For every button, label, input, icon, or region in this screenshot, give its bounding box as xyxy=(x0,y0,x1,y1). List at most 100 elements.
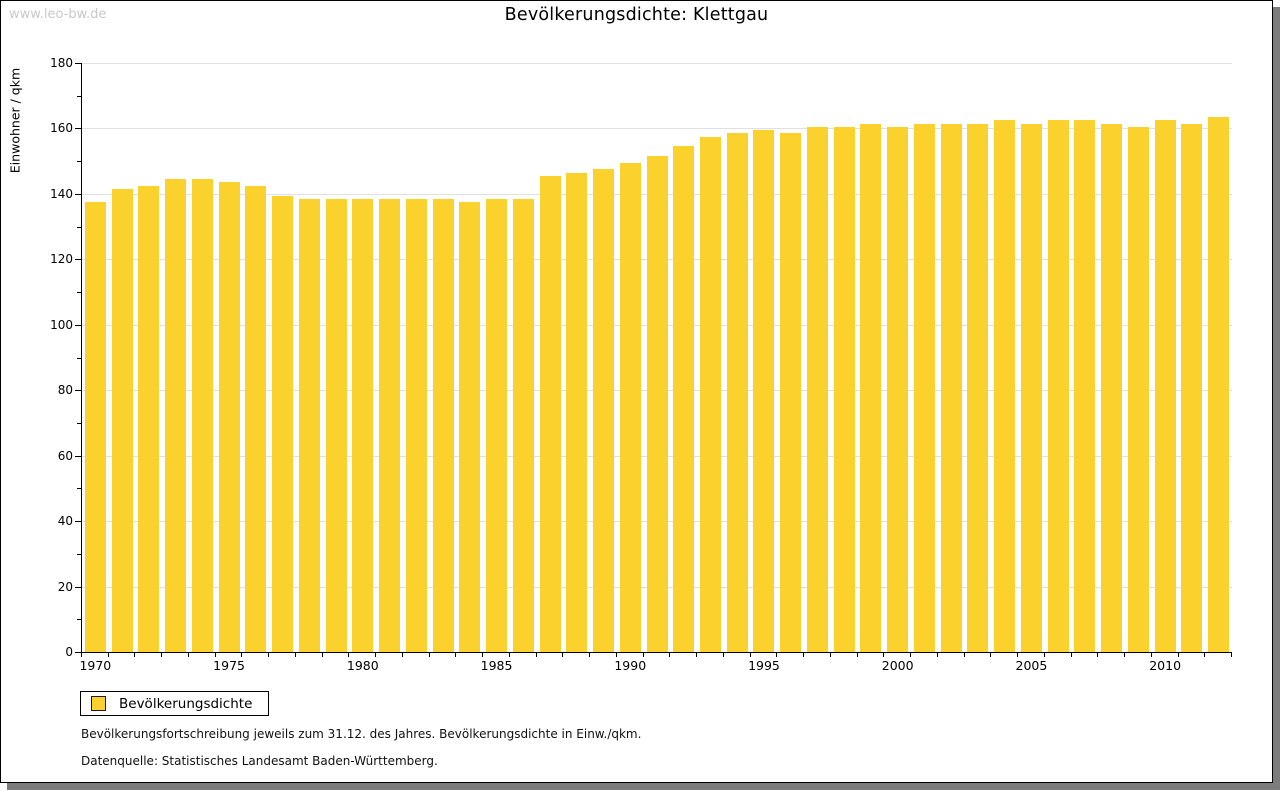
bar-2005 xyxy=(1020,123,1042,652)
y-tick-label-80: 80 xyxy=(57,383,73,398)
bar-1972 xyxy=(138,185,160,652)
x-tick-2 xyxy=(134,653,136,657)
x-axis-line xyxy=(81,652,1232,653)
bar-1977 xyxy=(272,195,294,652)
y-axis-title: Einwohner / qkm xyxy=(7,67,23,174)
x-tick-12 xyxy=(401,653,403,657)
y-minor-tick-110 xyxy=(77,292,81,294)
x-tick-9 xyxy=(321,653,323,657)
x-tick-24 xyxy=(722,653,724,657)
x-tick-31 xyxy=(910,653,912,657)
y-minor-tick-50 xyxy=(77,488,81,490)
y-tick-label-20: 20 xyxy=(57,579,73,594)
x-tick-40 xyxy=(1150,653,1152,657)
y-tick-100 xyxy=(75,324,81,326)
bar-1976 xyxy=(245,185,267,652)
x-tick-7 xyxy=(268,653,270,657)
x-tick-1 xyxy=(107,653,109,657)
bar-1988 xyxy=(566,172,588,652)
x-tick-label-1985: 1985 xyxy=(480,658,513,673)
legend-swatch-icon xyxy=(91,696,106,711)
x-tick-35 xyxy=(1017,653,1019,657)
bar-1998 xyxy=(833,126,855,652)
bar-1975 xyxy=(218,182,240,652)
y-tick-label-40: 40 xyxy=(57,514,73,529)
x-tick-23 xyxy=(696,653,698,657)
x-tick-5 xyxy=(214,653,216,657)
x-tick-22 xyxy=(669,653,671,657)
x-tick-21 xyxy=(642,653,644,657)
x-tick-38 xyxy=(1097,653,1099,657)
bar-1992 xyxy=(673,146,695,652)
bar-2010 xyxy=(1154,120,1176,652)
bar-1982 xyxy=(405,198,427,652)
bar-1979 xyxy=(325,198,347,652)
x-tick-37 xyxy=(1070,653,1072,657)
bar-1984 xyxy=(459,202,481,652)
x-tick-8 xyxy=(294,653,296,657)
bar-1974 xyxy=(191,179,213,652)
x-tick-20 xyxy=(615,653,617,657)
x-tick-41 xyxy=(1177,653,1179,657)
y-minor-tick-30 xyxy=(77,553,81,555)
bar-2004 xyxy=(994,120,1016,652)
x-tick-0 xyxy=(81,653,82,657)
x-tick-43 xyxy=(1231,653,1232,657)
y-minor-tick-70 xyxy=(77,422,81,424)
footnote-data-source: Datenquelle: Statistisches Landesamt Bad… xyxy=(81,754,438,768)
bar-1970 xyxy=(84,202,106,652)
x-tick-32 xyxy=(936,653,938,657)
x-tick-17 xyxy=(535,653,537,657)
bar-2002 xyxy=(940,123,962,652)
bar-2007 xyxy=(1074,120,1096,652)
x-tick-28 xyxy=(829,653,831,657)
y-tick-label-60: 60 xyxy=(57,448,73,463)
x-tick-39 xyxy=(1124,653,1126,657)
y-minor-tick-130 xyxy=(77,226,81,228)
x-tick-16 xyxy=(508,653,510,657)
y-tick-120 xyxy=(75,259,81,261)
y-minor-tick-170 xyxy=(77,95,81,97)
x-tick-3 xyxy=(161,653,163,657)
bar-2000 xyxy=(887,126,909,652)
x-tick-label-1995: 1995 xyxy=(748,658,780,673)
x-tick-label-1990: 1990 xyxy=(614,658,647,673)
bar-2008 xyxy=(1101,123,1123,652)
legend: Bevölkerungsdichte xyxy=(80,691,270,716)
gridline-160 xyxy=(82,128,1232,130)
x-tick-4 xyxy=(187,653,189,657)
x-tick-29 xyxy=(856,653,858,657)
bar-1996 xyxy=(780,133,802,652)
y-minor-tick-90 xyxy=(77,357,81,359)
x-tick-19 xyxy=(589,653,591,657)
bar-1993 xyxy=(699,136,721,652)
x-tick-13 xyxy=(428,653,430,657)
y-tick-label-100: 100 xyxy=(50,317,73,332)
bar-1985 xyxy=(486,198,508,652)
x-tick-42 xyxy=(1204,653,1206,657)
y-tick-label-120: 120 xyxy=(50,252,73,267)
bar-2011 xyxy=(1181,123,1203,652)
bar-1986 xyxy=(512,198,534,652)
x-tick-30 xyxy=(883,653,885,657)
y-axis-line xyxy=(81,63,82,653)
x-tick-label-1970: 1970 xyxy=(79,658,112,673)
y-minor-tick-150 xyxy=(77,161,81,163)
y-tick-80 xyxy=(75,390,81,392)
x-tick-33 xyxy=(963,653,965,657)
x-tick-label-2000: 2000 xyxy=(881,658,914,673)
x-tick-27 xyxy=(803,653,805,657)
bar-1987 xyxy=(539,175,561,652)
bar-1990 xyxy=(619,162,641,652)
x-tick-label-1975: 1975 xyxy=(213,658,245,673)
x-tick-6 xyxy=(241,653,243,657)
bar-2003 xyxy=(967,123,989,652)
bar-2009 xyxy=(1127,126,1149,652)
x-tick-15 xyxy=(482,653,484,657)
y-minor-tick-10 xyxy=(77,619,81,621)
y-tick-0 xyxy=(75,652,81,653)
y-tick-label-140: 140 xyxy=(50,186,73,201)
x-tick-14 xyxy=(455,653,457,657)
bar-1994 xyxy=(726,133,748,652)
